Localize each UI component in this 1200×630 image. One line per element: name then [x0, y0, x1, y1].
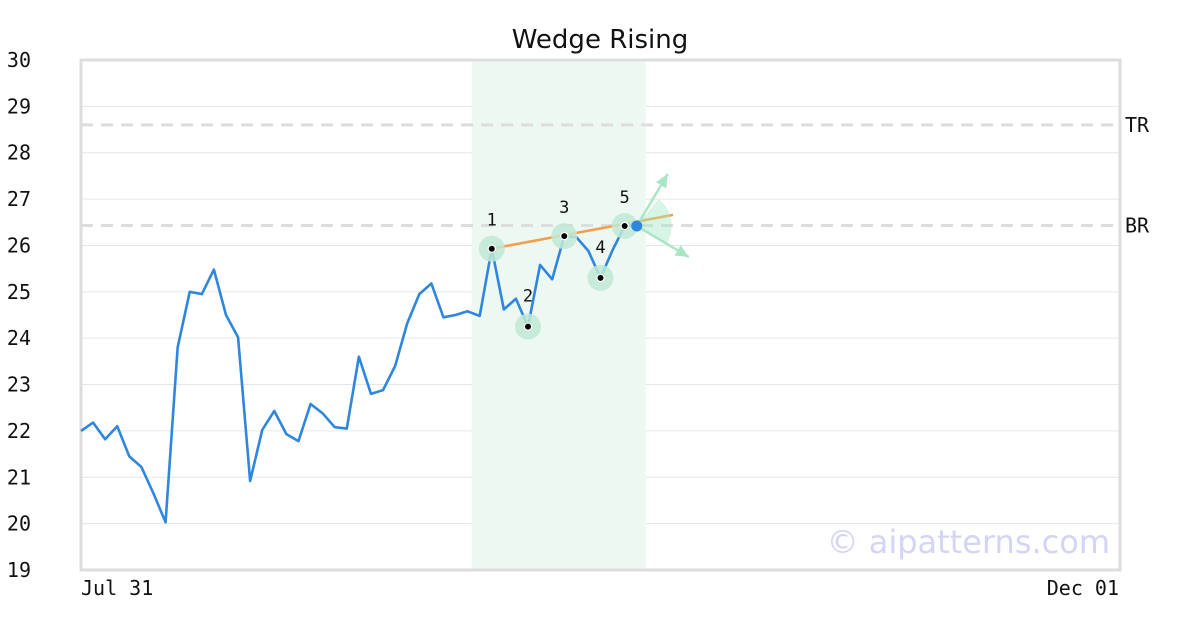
pattern-marker-2	[523, 322, 533, 331]
breakout-arrow-up-head	[655, 173, 668, 189]
watermark: © aipatterns.com	[827, 523, 1110, 561]
breakout-arrow-down-head	[674, 245, 689, 257]
y-tick-label: 26	[7, 233, 31, 257]
y-tick-label: 20	[7, 512, 31, 536]
trend-line	[491, 213, 674, 250]
y-tick-label: 23	[7, 373, 31, 397]
pattern-marker-5	[620, 221, 629, 231]
level-label-tr: TR	[1125, 113, 1150, 137]
y-tick-label: 24	[7, 326, 31, 350]
pattern-label-2: 2	[523, 287, 533, 307]
pattern-marker-3	[560, 231, 569, 241]
pattern-markers: 1 2 3 4 5	[478, 188, 638, 340]
pattern-marker-1	[487, 244, 496, 253]
pattern-label-5: 5	[620, 188, 630, 208]
chart-title: Wedge Rising	[512, 25, 689, 55]
pattern-label-3: 3	[559, 198, 569, 218]
pattern-label-4: 4	[595, 238, 605, 258]
pattern-window-layer	[471, 60, 646, 570]
y-tick-label: 30	[7, 48, 31, 72]
plot-frame	[79, 58, 1122, 572]
price-series	[80, 224, 637, 524]
breakout-cone	[636, 198, 672, 244]
x-tick-end: Dec 01	[1047, 576, 1119, 600]
wedge-trend-line	[491, 213, 674, 250]
breakout-projection	[631, 173, 690, 259]
pattern-label-1: 1	[487, 211, 497, 231]
breakout-point	[631, 220, 643, 232]
pattern-window	[471, 60, 646, 570]
pattern-marker-4	[596, 273, 605, 283]
y-tick-label: 19	[7, 558, 31, 582]
y-axis-ticks: 19 20 21 22 23 24 25 26 27 28 29 30	[7, 48, 31, 582]
y-tick-label: 25	[7, 280, 31, 304]
level-label-br: BR	[1125, 214, 1150, 238]
y-tick-label: 27	[7, 187, 31, 211]
x-tick-start: Jul 31	[81, 576, 153, 600]
level-lines: TR BR	[81, 113, 1150, 238]
y-tick-label: 28	[7, 141, 31, 165]
y-tick-label: 21	[7, 465, 31, 489]
y-tick-label: 29	[7, 94, 31, 118]
price-line	[80, 224, 637, 524]
y-tick-label: 22	[7, 419, 31, 443]
